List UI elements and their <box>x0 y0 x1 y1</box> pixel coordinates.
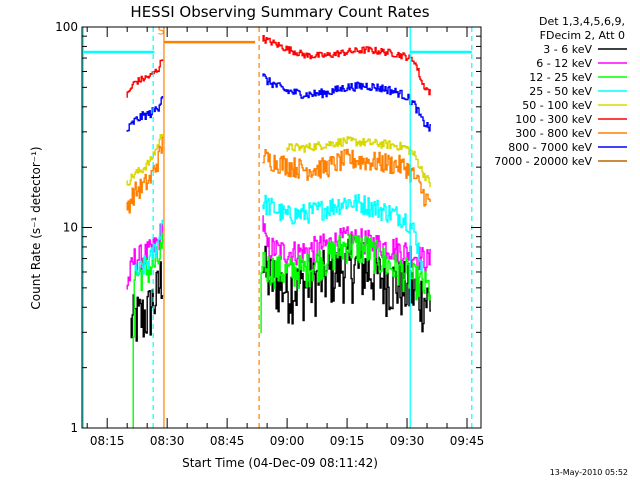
legend-label-12-25-kev: 12 - 25 keV <box>529 71 592 84</box>
series-trace-800-7000-kev-2 <box>262 73 431 132</box>
series-trace-300-800-kev-1 <box>126 136 164 214</box>
date-stamp: 13-May-2010 05:52 <box>550 468 628 477</box>
y-axis-label: Count Rate (s⁻¹ detector⁻¹) <box>29 146 43 309</box>
series-trace-300-800-kev-2 <box>262 148 431 207</box>
legend-label-6-12-kev: 6 - 12 keV <box>536 57 592 70</box>
legend-label-7000-20000-kev: 7000 - 20000 keV <box>494 155 592 168</box>
series-trace-25-50-kev-2 <box>262 193 423 272</box>
legend-label-300-800-kev: 300 - 800 keV <box>515 127 592 140</box>
y-axis-label-group: Count Rate (s⁻¹ detector⁻¹) <box>29 146 43 309</box>
x-tick-label: 09:45 <box>450 434 485 448</box>
y-tick-label: 100 <box>55 20 78 34</box>
annotation-0: S <box>158 24 165 37</box>
x-tick-label: 08:30 <box>150 434 185 448</box>
legend-header-line-1: Det 1,3,4,5,6,9, <box>539 15 625 28</box>
legend-label-3-6-kev: 3 - 6 keV <box>543 43 592 56</box>
series-trace-25-50-kev-1 <box>134 219 164 276</box>
legend-header-line-2: FDecim 2, Att 0 <box>540 29 625 42</box>
legend-label-50-100-kev: 50 - 100 keV <box>522 99 592 112</box>
series-trace-12-25-kev-0 <box>132 232 164 428</box>
y-tick-label: 10 <box>63 221 78 235</box>
legend-label-100-300-kev: 100 - 300 keV <box>515 113 592 126</box>
series-trace-6-12-kev-2 <box>262 215 431 273</box>
legend-label-800-7000-kev: 800 - 7000 keV <box>508 141 592 154</box>
x-axis-label: Start Time (04-Dec-09 08:11:42) <box>182 456 378 470</box>
series-trace-100-300-kev-1 <box>126 59 164 98</box>
x-tick-label: 08:15 <box>90 434 125 448</box>
series-trace-800-7000-kev-1 <box>126 96 164 132</box>
legend-label-25-50-kev: 25 - 50 keV <box>529 85 592 98</box>
series-trace-50-100-kev-3 <box>286 136 431 187</box>
y-tick-label: 1 <box>70 421 78 435</box>
chart-title: HESSI Observing Summary Count Rates <box>130 3 429 21</box>
series-trace-100-300-kev-2 <box>262 35 431 96</box>
series-trace-50-100-kev-1 <box>126 134 164 186</box>
x-tick-label: 08:45 <box>210 434 245 448</box>
axes-layer: 08:15 08:30 08:45 09:00 09:15 09:30 09:45 1 10 10… <box>55 20 484 448</box>
series-trace-3-6-kev-0 <box>130 261 164 342</box>
series-trace-12-25-kev-1 <box>260 233 431 334</box>
x-tick-label: 09:00 <box>270 434 305 448</box>
x-tick-label: 09:30 <box>390 434 425 448</box>
x-tick-label: 09:15 <box>330 434 365 448</box>
plot-data-layer: S <box>82 24 473 428</box>
